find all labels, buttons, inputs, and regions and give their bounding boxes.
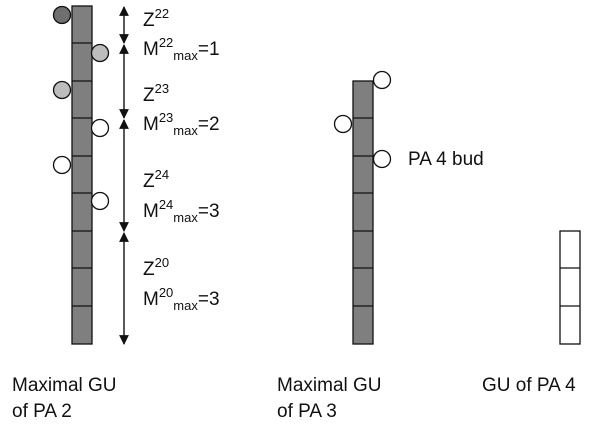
caption-pa2: Maximal GU of PA 2 xyxy=(12,373,117,425)
pa4-bud xyxy=(372,149,392,169)
caption-pa4: GU of PA 4 xyxy=(482,373,576,399)
zone-label-z23: Z23 M23max=2 xyxy=(143,81,220,138)
zone-label-z20: Z20 M20max=3 xyxy=(143,255,220,313)
bud-dark xyxy=(52,5,72,25)
bud-empty xyxy=(90,191,110,211)
caption-pa4-line1: GU of PA 4 xyxy=(482,375,576,396)
zone-label-z24: Z24 M24max=3 xyxy=(143,167,220,225)
pa4-unit-dividers xyxy=(560,267,580,307)
pa3-stem xyxy=(352,80,374,345)
pa2-unit-dividers xyxy=(72,42,92,307)
caption-pa3-line2: of PA 3 xyxy=(277,401,337,422)
pa2-stem-fill xyxy=(71,5,93,345)
bud-light xyxy=(52,80,72,100)
pa4-stem xyxy=(559,230,581,345)
caption-pa3-line1: Maximal GU xyxy=(277,375,382,396)
caption-pa2-line2: of PA 2 xyxy=(12,401,72,422)
zone-label-z22: Z22 M22max=1 xyxy=(143,6,220,63)
zone-m-label: M20max=3 xyxy=(143,285,220,313)
pa4-stem-fill xyxy=(559,230,581,345)
pa3-stem-fill xyxy=(352,80,374,345)
bud-light xyxy=(90,43,110,63)
zone-z-label: Z22 xyxy=(143,6,169,31)
pa3-unit-dividers xyxy=(353,117,373,307)
zone-z-label: Z24 xyxy=(143,167,169,192)
zone-m-label: M24max=3 xyxy=(143,197,220,225)
bud-empty xyxy=(333,114,353,134)
zone-z-label: Z20 xyxy=(143,255,169,280)
bud-empty xyxy=(90,118,110,138)
caption-pa3: Maximal GU of PA 3 xyxy=(277,373,382,425)
pa4-bud-label: PA 4 bud xyxy=(408,149,484,170)
pa2-buds xyxy=(52,5,110,211)
bud-empty xyxy=(52,155,72,175)
zone-z-label: Z23 xyxy=(143,81,169,106)
zone-m-label: M22max=1 xyxy=(143,35,220,63)
pa3-buds xyxy=(333,70,392,169)
pa2-stem xyxy=(71,5,93,345)
bud-empty xyxy=(372,70,392,90)
caption-pa2-line1: Maximal GU xyxy=(12,375,117,396)
zone-m-label: M23max=2 xyxy=(143,110,220,138)
